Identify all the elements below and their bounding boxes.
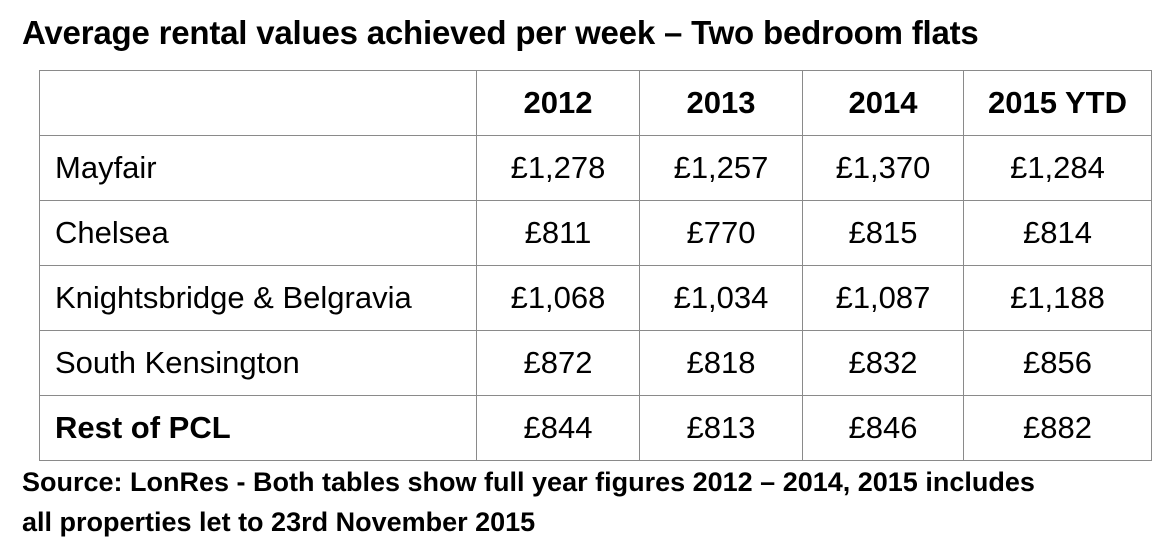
table-cell: £1,370: [802, 135, 964, 201]
column-header-2015-ytd: 2015 YTD: [963, 70, 1152, 136]
source-note: Source: LonRes - Both tables show full y…: [22, 462, 1152, 542]
table-cell: £882: [963, 395, 1152, 461]
column-header-area: [39, 70, 477, 136]
table-cell: £818: [639, 330, 803, 396]
table-row: Rest of PCL £844 £813 £846 £882: [39, 395, 1152, 461]
table-cell: £814: [963, 200, 1152, 266]
rental-values-table: 2012 2013 2014 2015 YTD Mayfair £1,278 £…: [39, 70, 1152, 461]
table-cell: £1,188: [963, 265, 1152, 331]
row-label-chelsea: Chelsea: [39, 200, 477, 266]
table-cell: £832: [802, 330, 964, 396]
source-note-line-2: all properties let to 23rd November 2015: [22, 507, 536, 537]
table-row: Chelsea £811 £770 £815 £814: [39, 200, 1152, 266]
table-cell: £813: [639, 395, 803, 461]
column-header-2014: 2014: [802, 70, 964, 136]
column-header-2012: 2012: [476, 70, 640, 136]
row-label-knightsbridge-belgravia: Knightsbridge & Belgravia: [39, 265, 477, 331]
table-cell: £1,278: [476, 135, 640, 201]
table-cell: £1,284: [963, 135, 1152, 201]
table-cell: £815: [802, 200, 964, 266]
row-label-south-kensington: South Kensington: [39, 330, 477, 396]
row-label-rest-of-pcl: Rest of PCL: [39, 395, 477, 461]
table-cell: £1,034: [639, 265, 803, 331]
table-cell: £770: [639, 200, 803, 266]
table-header-row: 2012 2013 2014 2015 YTD: [39, 70, 1152, 136]
table-cell: £811: [476, 200, 640, 266]
table-cell: £1,087: [802, 265, 964, 331]
page-title: Average rental values achieved per week …: [22, 14, 979, 51]
table-cell: £1,257: [639, 135, 803, 201]
table-cell: £844: [476, 395, 640, 461]
column-header-2013: 2013: [639, 70, 803, 136]
row-label-mayfair: Mayfair: [39, 135, 477, 201]
table-cell: £1,068: [476, 265, 640, 331]
table-cell: £872: [476, 330, 640, 396]
source-note-line-1: Source: LonRes - Both tables show full y…: [22, 467, 1035, 497]
table-row: South Kensington £872 £818 £832 £856: [39, 330, 1152, 396]
table-row: Mayfair £1,278 £1,257 £1,370 £1,284: [39, 135, 1152, 201]
table-row: Knightsbridge & Belgravia £1,068 £1,034 …: [39, 265, 1152, 331]
table-cell: £856: [963, 330, 1152, 396]
table-cell: £846: [802, 395, 964, 461]
